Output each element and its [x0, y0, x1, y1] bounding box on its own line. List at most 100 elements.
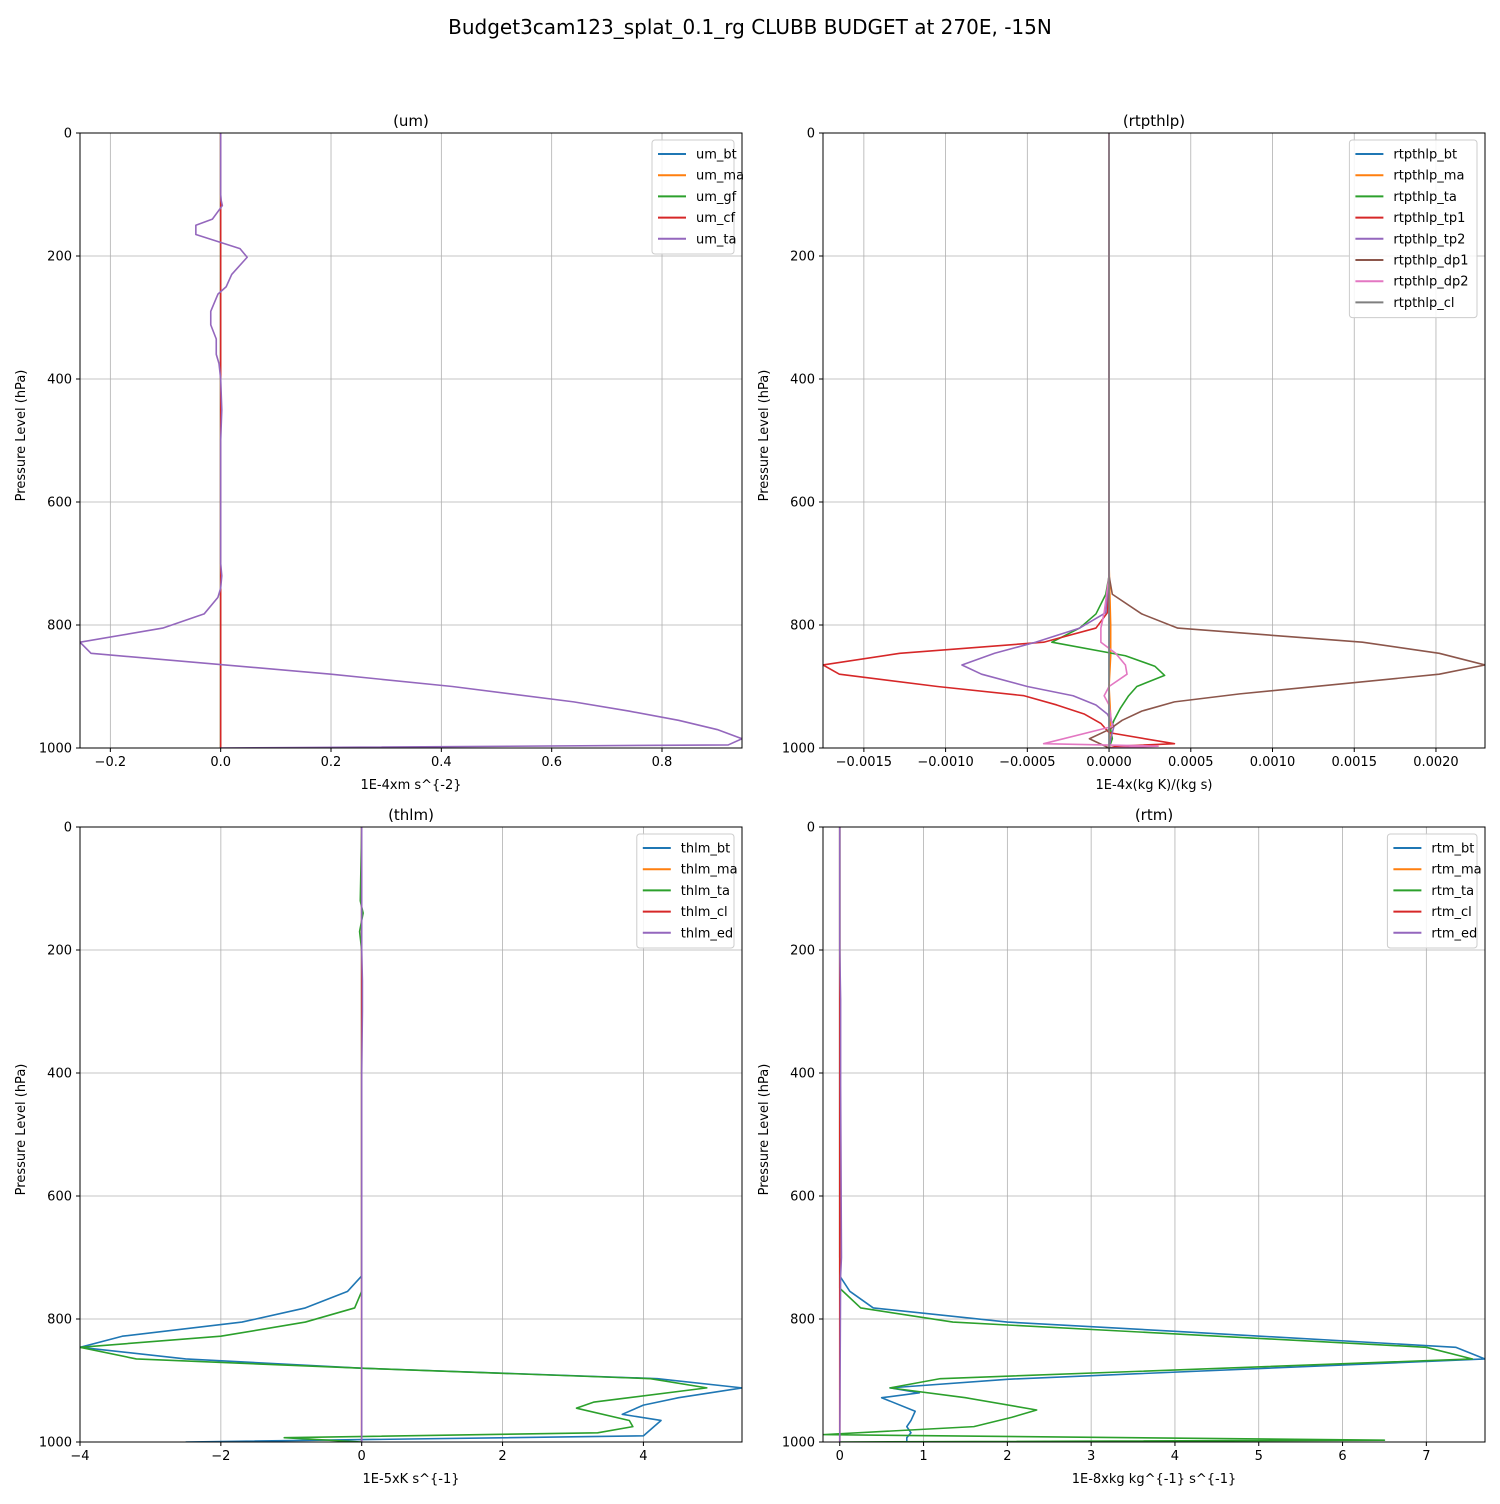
- y-tick-label: 400: [790, 373, 815, 388]
- y-axis-label: Pressure Level (hPa): [14, 370, 29, 502]
- y-tick-label: 1000: [39, 1436, 72, 1451]
- x-tick-label: 0.8: [652, 755, 673, 770]
- x-axis-label: 1E-5xK s^{-1}: [363, 1472, 460, 1487]
- legend: rtm_bt rtm_ma rtm_ta rtm_cl rtm_ed: [1386, 833, 1482, 949]
- figure-title: Budget3cam123_splat_0.1_rg CLUBB BUDGET …: [448, 15, 1052, 39]
- legend-entry: rtm_ma: [1431, 863, 1481, 878]
- y-tick-label: 800: [790, 1313, 815, 1328]
- axes-frame: [79, 132, 743, 749]
- y-axis-label: Pressure Level (hPa): [757, 1064, 772, 1196]
- x-tick-label: 0: [358, 1449, 366, 1464]
- x-tick-label: −0.0010: [917, 755, 973, 770]
- x-axis-label: 1E-4x(kg K)/(kg s): [1096, 778, 1213, 793]
- legend-entry: thlm_ma: [681, 863, 738, 878]
- series-line-rtpthlp_dp2: [1042, 133, 1159, 748]
- legend-entry: rtpthlp_ma: [1393, 169, 1464, 184]
- x-axis-label: 1E-8xkg kg^{-1} s^{-1}: [1072, 1472, 1237, 1487]
- legend-entry: thlm_bt: [681, 842, 730, 857]
- series-line-rtm_ta: [823, 827, 1474, 1442]
- legend-entry: um_cf: [696, 211, 736, 226]
- subplot-title: (rtm): [1135, 806, 1173, 824]
- legend-entry: um_bt: [696, 148, 737, 163]
- subplot-3: 0 1 2 3 4 5 6 7 0 200 400 600 800 1000 (rtm) 1E-8xkg kg…: [757, 806, 1486, 1487]
- x-tick-label: −4: [70, 1449, 89, 1464]
- axes-frame: [79, 826, 743, 1443]
- series-group: [823, 827, 1485, 1442]
- y-tick-label: 1000: [39, 742, 72, 757]
- y-tick-label: 400: [47, 1067, 72, 1082]
- axes-frame: [822, 826, 1486, 1443]
- subplot-1: −0.0015 −0.0010 −0.0005 0.0000 0.0005 0.0010 0…: [757, 112, 1486, 793]
- legend-entry: thlm_ed: [681, 926, 733, 941]
- y-tick-label: 200: [47, 944, 72, 959]
- x-tick-label: 4: [639, 1449, 647, 1464]
- x-tick-label: 0.0010: [1250, 755, 1296, 770]
- legend-entry: rtm_ta: [1431, 884, 1474, 899]
- x-tick-label: 0.0005: [1168, 755, 1214, 770]
- legend-box: [636, 833, 735, 949]
- y-tick-label: 1000: [782, 742, 815, 757]
- legend-entry: rtpthlp_tp1: [1393, 211, 1465, 226]
- series-line-thlm_ta: [80, 827, 708, 1442]
- y-tick-label: 0: [807, 127, 815, 142]
- x-tick-label: 2: [498, 1449, 506, 1464]
- x-tick-label: 0.0020: [1413, 755, 1459, 770]
- series-group: [80, 133, 742, 748]
- x-tick-label: 3: [1087, 1449, 1095, 1464]
- legend-box: [1348, 139, 1478, 319]
- legend-entry: thlm_ta: [681, 884, 730, 899]
- x-tick-label: −0.0015: [836, 755, 892, 770]
- y-tick-label: 800: [47, 1313, 72, 1328]
- y-tick-label: 800: [790, 619, 815, 634]
- x-tick-label: −2: [211, 1449, 230, 1464]
- series-line-thlm_ed: [360, 827, 364, 1442]
- axes-frame: [822, 132, 1486, 749]
- y-tick-label: 600: [47, 1190, 72, 1205]
- legend-entry: rtm_cl: [1431, 905, 1471, 920]
- legend-entry: rtpthlp_cl: [1393, 296, 1454, 311]
- y-tick-label: 400: [47, 373, 72, 388]
- x-tick-label: 7: [1422, 1449, 1430, 1464]
- legend-entry: rtpthlp_ta: [1393, 190, 1456, 205]
- y-tick-label: 1000: [782, 1436, 815, 1451]
- x-tick-label: 0.0015: [1331, 755, 1377, 770]
- x-axis-label: 1E-4xm s^{-2}: [360, 778, 461, 793]
- y-tick-label: 200: [47, 250, 72, 265]
- series-group: [823, 133, 1485, 748]
- legend: rtpthlp_bt rtpthlp_ma rtpthlp_ta rtpthlp_tp…: [1348, 139, 1478, 319]
- legend-box: [1386, 833, 1478, 949]
- series-line-rtm_ed: [838, 827, 843, 1442]
- subplot-title: (um): [393, 112, 429, 130]
- x-tick-label: 0.2: [321, 755, 342, 770]
- y-tick-label: 0: [64, 821, 72, 836]
- y-tick-label: 600: [790, 496, 815, 511]
- legend-entry: rtm_ed: [1431, 926, 1477, 941]
- y-tick-label: 0: [807, 821, 815, 836]
- legend-entry: thlm_cl: [681, 905, 728, 920]
- x-tick-label: 0.0: [210, 755, 231, 770]
- x-tick-label: 0.6: [541, 755, 562, 770]
- x-tick-label: 5: [1255, 1449, 1263, 1464]
- y-tick-label: 800: [47, 619, 72, 634]
- series-line-thlm_bt: [80, 827, 742, 1442]
- legend-entry: rtm_bt: [1431, 842, 1474, 857]
- x-tick-label: 0.4: [431, 755, 452, 770]
- y-tick-label: 400: [790, 1067, 815, 1082]
- legend-entry: rtpthlp_dp2: [1393, 275, 1468, 290]
- x-tick-label: 1: [919, 1449, 927, 1464]
- x-tick-label: 4: [1171, 1449, 1179, 1464]
- y-tick-label: 200: [790, 944, 815, 959]
- subplot-title: (thlm): [388, 806, 434, 824]
- legend-entry: um_ma: [696, 169, 744, 184]
- y-tick-label: 0: [64, 127, 72, 142]
- subplot-0: −0.2 0.0 0.2 0.4 0.6 0.8 0 200 400 600 800 1000 (um)…: [14, 112, 744, 793]
- legend-entry: um_gf: [696, 190, 737, 205]
- series-group: [80, 827, 742, 1442]
- y-tick-label: 200: [790, 250, 815, 265]
- x-tick-label: 0: [836, 1449, 844, 1464]
- series-line-rtpthlp_dp1: [1088, 133, 1485, 748]
- legend-entry: rtpthlp_dp1: [1393, 254, 1468, 269]
- y-axis-label: Pressure Level (hPa): [14, 1064, 29, 1196]
- x-tick-label: −0.0005: [999, 755, 1055, 770]
